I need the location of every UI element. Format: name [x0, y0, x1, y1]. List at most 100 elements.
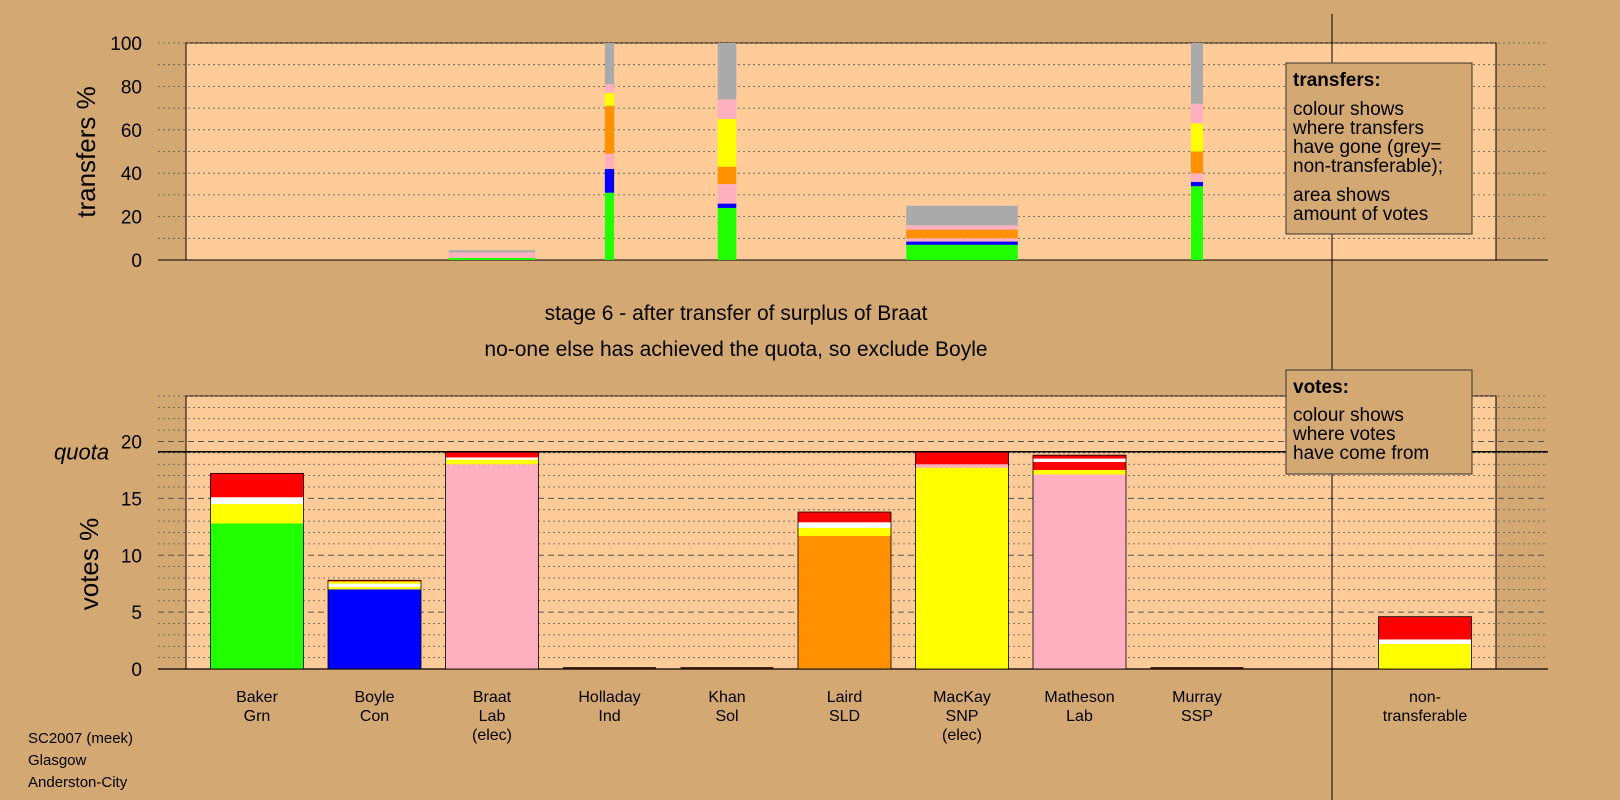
candidate-name: Holladay [578, 689, 640, 706]
transfer-segment-khan [717, 207, 737, 260]
vote-segment [915, 451, 1009, 465]
vote-segment [328, 581, 421, 584]
candidate-name: Murray [1172, 689, 1222, 706]
candidate-elected: (elec) [942, 727, 982, 744]
transfer-segment-mackay [906, 229, 1018, 239]
candidate-party: Lab [479, 708, 506, 725]
votes-tick-label: 0 [131, 660, 142, 681]
transfers-tick-label: 0 [131, 251, 142, 272]
vote-segment [210, 497, 304, 505]
vote-bar-outline [327, 579, 422, 670]
vote-segment [798, 535, 891, 669]
vote-segment [915, 464, 1009, 468]
vote-segment [445, 464, 539, 669]
vote-bar-outline [1378, 616, 1472, 670]
candidate-elected: (elec) [472, 727, 512, 744]
vote-segment [1033, 461, 1126, 470]
stage-subtitle: no-one else has achieved the quota, so e… [484, 338, 987, 361]
transfer-segment-khan [717, 43, 737, 100]
vote-bar-outline [1032, 454, 1127, 670]
vote-segment [328, 580, 421, 582]
vote-segment [1033, 458, 1126, 462]
transfer-segment-holladay [604, 168, 615, 193]
vote-segment [1033, 455, 1126, 459]
transfer-segment-khan [717, 203, 737, 208]
transfers-legend-text: where transfers [1292, 118, 1424, 139]
transfer-segment-mackay [906, 241, 1018, 245]
candidate-party: Sol [715, 708, 738, 725]
footer-election: SC2007 (meek) [28, 730, 134, 747]
candidate-party: SSP [1181, 708, 1213, 725]
transfer-segment-mackay [906, 205, 1018, 226]
transfer-segment-mackay [906, 238, 1018, 242]
transfers-legend-text: have gone (grey= [1293, 137, 1441, 158]
vote-segment [328, 583, 421, 588]
vote-segment [1033, 469, 1126, 475]
transfer-segment-murray [1190, 173, 1204, 182]
transfer-segment-murray [1190, 123, 1204, 152]
footer-ward: Anderston-City [28, 774, 128, 791]
candidate-party: Con [360, 708, 389, 725]
transfer-segment-murray [1190, 43, 1204, 104]
candidate-party: Lab [1066, 708, 1093, 725]
transfers-legend-text: non-transferable); [1293, 156, 1443, 177]
vote-segment [798, 522, 891, 528]
votes-axis-label: votes % [74, 518, 104, 611]
vote-segment [1378, 639, 1472, 644]
transfers-tick-label: 40 [121, 164, 142, 185]
votes-tick-label: 5 [131, 603, 142, 624]
transfer-segment-khan [717, 99, 737, 119]
vote-segment [1378, 616, 1472, 640]
votes-legend-title: votes: [1293, 377, 1349, 398]
vote-segment [1033, 474, 1126, 669]
votes-tick-label: 15 [121, 489, 142, 510]
vote-segment [445, 459, 539, 465]
transfers-tick-label: 20 [121, 208, 142, 229]
transfer-segment-murray [1190, 186, 1204, 260]
transfer-segment-braat [448, 257, 536, 260]
vote-segment [445, 451, 539, 458]
quota-label: quota [54, 440, 109, 465]
candidate-name: Laird [827, 689, 863, 706]
candidate-party: Ind [598, 708, 620, 725]
candidate-name: Baker [236, 689, 278, 706]
candidate-party: transferable [1383, 708, 1468, 725]
candidate-name: MacKay [933, 689, 991, 706]
votes-legend-text: have come from [1293, 443, 1429, 464]
transfer-segment-holladay [604, 153, 615, 169]
transfers-legend-title: transfers: [1293, 70, 1381, 91]
vote-segment [210, 473, 304, 498]
transfer-segment-holladay [604, 105, 615, 154]
transfer-segment-murray [1190, 151, 1204, 174]
transfer-segment-mackay [906, 244, 1018, 260]
footer-council: Glasgow [28, 752, 87, 769]
votes-tick-label: 10 [121, 546, 142, 567]
votes-legend-text: where votes [1292, 424, 1395, 445]
candidate-name: Boyle [354, 689, 394, 706]
transfers-legend-text: colour shows [1293, 99, 1404, 120]
transfers-tick-label: 80 [121, 77, 142, 98]
transfers-tick-label: 100 [110, 34, 142, 55]
vote-segment [210, 504, 304, 524]
transfers-tick-label: 60 [121, 121, 142, 142]
transfer-segment-holladay [604, 92, 615, 106]
vote-segment [328, 589, 421, 669]
votes-legend-text: colour shows [1293, 405, 1404, 426]
vote-segment [1378, 643, 1472, 669]
vote-segment [210, 523, 304, 669]
transfer-segment-braat [448, 252, 536, 258]
candidate-name: Braat [473, 689, 512, 706]
vote-segment [915, 467, 1009, 669]
transfer-segment-holladay [604, 43, 615, 85]
candidate-party: Grn [244, 708, 271, 725]
votes-legend-box [1285, 369, 1473, 475]
transfer-segment-khan [717, 166, 737, 185]
transfer-segment-murray [1190, 103, 1204, 124]
transfer-segment-mackay [906, 225, 1018, 230]
transfer-segment-braat [448, 250, 536, 253]
candidate-name: non- [1409, 689, 1441, 706]
transfers-axis-label: transfers % [71, 86, 101, 218]
vote-segment [798, 512, 891, 523]
